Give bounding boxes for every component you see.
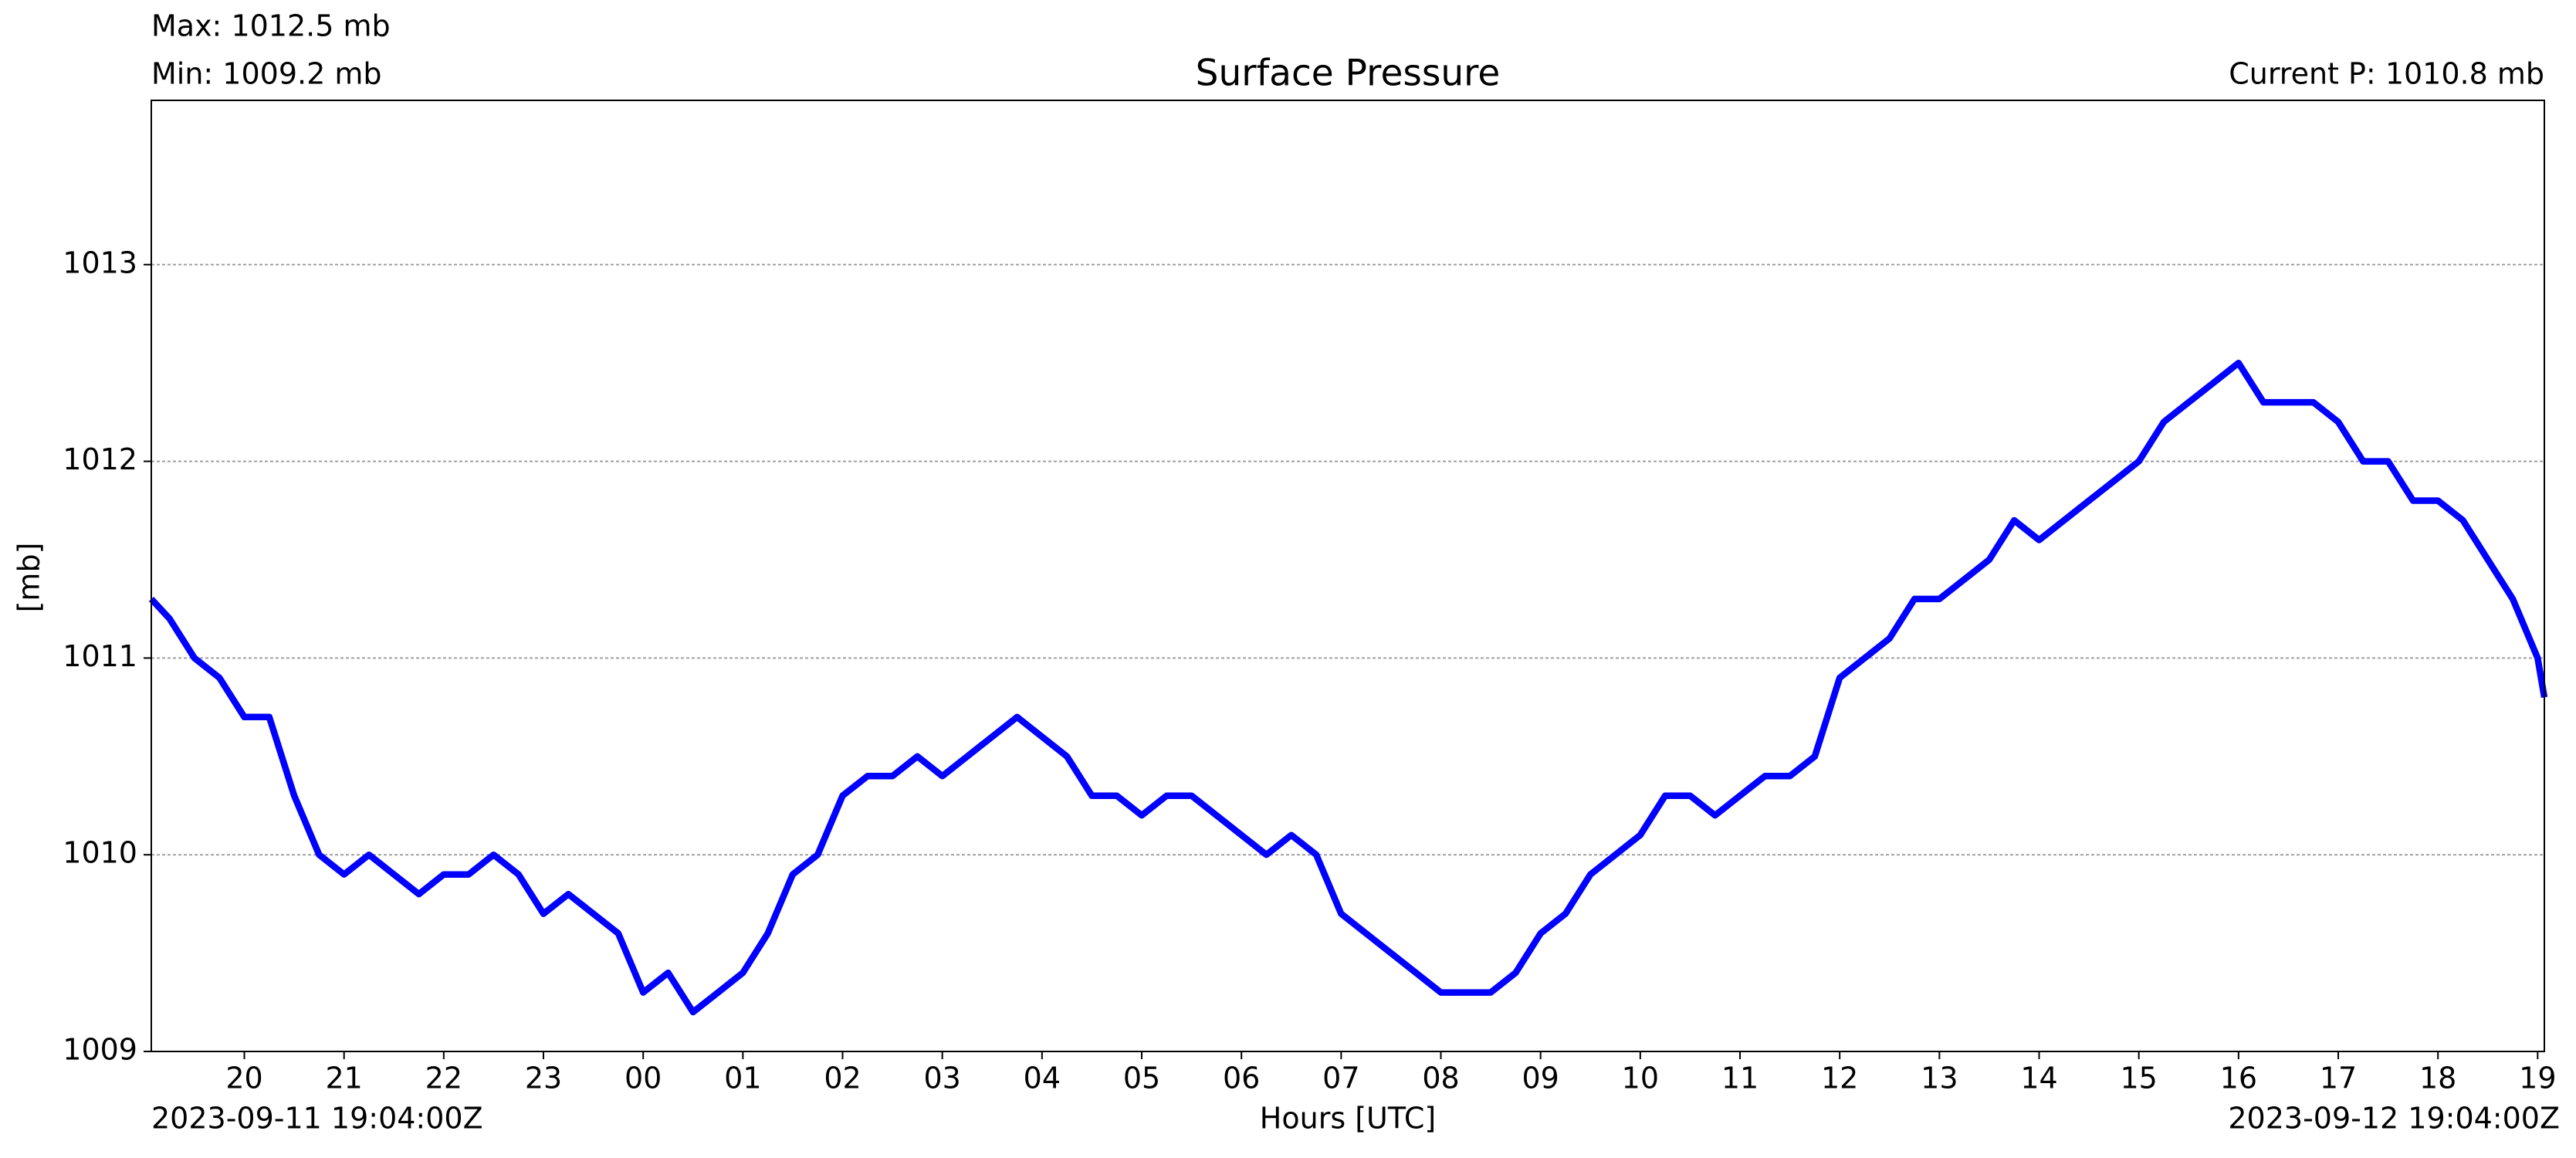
- plot-frame: [151, 100, 2545, 1052]
- x-tick-label: 04: [1024, 1062, 1061, 1095]
- x-tick-label: 19: [2519, 1062, 2556, 1095]
- data-line: [148, 359, 2548, 1016]
- x-tick-label: 02: [824, 1062, 861, 1095]
- y-tick-label: 1010: [63, 836, 137, 870]
- max-label: Max: 1012.5 mb: [151, 9, 391, 43]
- x-tick-label: 21: [325, 1062, 362, 1095]
- start-time: 2023-09-11 19:04:00Z: [151, 1102, 483, 1136]
- x-tick-label: 23: [525, 1062, 562, 1095]
- y-tick-label: 1013: [63, 245, 137, 279]
- x-tick-label: 09: [1522, 1062, 1559, 1095]
- x-tick-label: 01: [724, 1062, 761, 1095]
- x-tick-label: 00: [625, 1062, 662, 1095]
- y-tick-label: 1009: [63, 1033, 137, 1067]
- x-axis-label: Hours [UTC]: [1260, 1102, 1436, 1136]
- x-tick-label: 03: [923, 1062, 960, 1095]
- x-tick-label: 07: [1322, 1062, 1359, 1095]
- x-tick-label: 14: [2020, 1062, 2057, 1095]
- current-label: Current P: 1010.8 mb: [2229, 57, 2544, 91]
- chart-title: Surface Pressure: [1196, 52, 1501, 95]
- x-tick-label: 08: [1422, 1062, 1459, 1095]
- x-tick-label: 15: [2120, 1062, 2157, 1095]
- x-tick-label: 20: [225, 1062, 262, 1095]
- x-tick-label: 10: [1622, 1062, 1659, 1095]
- x-tick-label: 22: [425, 1062, 462, 1095]
- x-tick-label: 16: [2220, 1062, 2257, 1095]
- x-tick-label: 12: [1821, 1062, 1858, 1095]
- x-tick-label: 06: [1223, 1062, 1260, 1095]
- min-label: Min: 1009.2 mb: [151, 57, 382, 91]
- y-tick-label: 1012: [63, 442, 137, 476]
- x-tick-label: 18: [2419, 1062, 2456, 1095]
- x-tick-label: 17: [2320, 1062, 2357, 1095]
- y-axis-label: [mb]: [12, 543, 46, 613]
- y-tick-label: 1011: [63, 639, 137, 673]
- x-tick-label: 13: [1921, 1062, 1958, 1095]
- x-tick-label: 11: [1721, 1062, 1759, 1095]
- end-time: 2023-09-12 19:04:00Z: [2228, 1102, 2560, 1136]
- x-tick-label: 05: [1123, 1062, 1160, 1095]
